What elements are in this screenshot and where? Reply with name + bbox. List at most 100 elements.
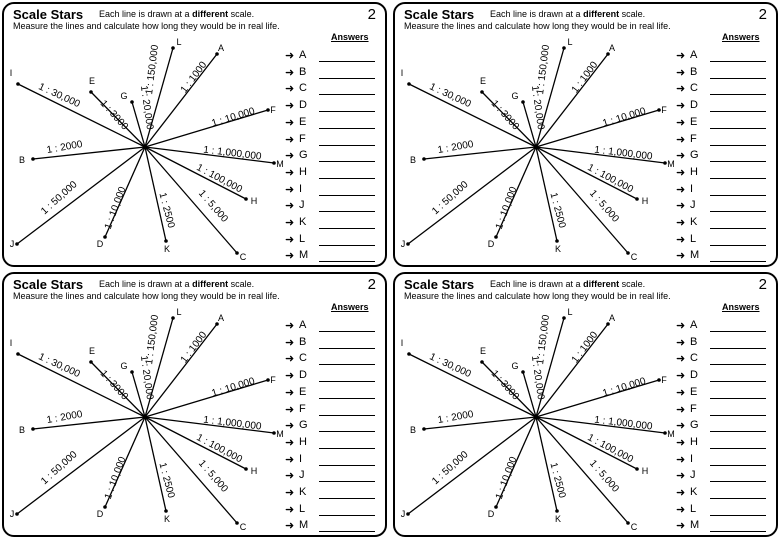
arrow-right-icon: ➜ — [285, 116, 295, 129]
answer-blank[interactable] — [710, 77, 766, 79]
arrow-right-icon: ➜ — [285, 470, 295, 483]
line-letter-l: L — [567, 307, 572, 317]
line-letter-j: J — [401, 239, 406, 249]
answer-blank[interactable] — [319, 331, 375, 332]
line-letter-c: C — [240, 522, 247, 532]
line-endpoint-f — [657, 108, 661, 112]
answer-blank[interactable] — [710, 431, 766, 433]
answer-blank[interactable] — [710, 261, 766, 263]
answer-row-m: ➜ M — [676, 519, 771, 535]
line-endpoint-e — [89, 360, 93, 364]
answer-blank[interactable] — [710, 194, 766, 196]
answer-blank[interactable] — [710, 111, 766, 113]
line-endpoint-h — [635, 467, 639, 471]
worksheet-subtitle: Each line is drawn at a different scale. — [490, 279, 646, 289]
worksheet-instructions: Measure the lines and calculate how long… — [404, 21, 671, 31]
answer-blank[interactable] — [319, 111, 375, 113]
answer-blank[interactable] — [319, 177, 375, 179]
star-line-i — [17, 353, 146, 418]
arrow-right-icon: ➜ — [676, 420, 686, 433]
answer-blank[interactable] — [319, 414, 375, 416]
answer-row-e: ➜ E — [285, 116, 380, 132]
answer-blank[interactable] — [319, 514, 375, 516]
answer-blank[interactable] — [710, 228, 766, 229]
line-letter-l: L — [176, 307, 181, 317]
answer-blank[interactable] — [319, 447, 375, 449]
answer-blank[interactable] — [710, 481, 766, 483]
answer-blank[interactable] — [319, 144, 375, 146]
arrow-right-icon: ➜ — [285, 353, 295, 366]
star-line-e — [90, 91, 146, 148]
answer-row-c: ➜ C — [285, 82, 380, 98]
answer-blank[interactable] — [319, 498, 375, 499]
answer-blank[interactable] — [319, 464, 375, 466]
answer-blank[interactable] — [710, 414, 766, 416]
answer-blank[interactable] — [710, 464, 766, 466]
answer-letter: D — [299, 99, 307, 112]
answer-blank[interactable] — [319, 161, 375, 163]
arrow-right-icon: ➜ — [676, 470, 686, 483]
star-line-a — [144, 53, 218, 148]
line-endpoint-j — [406, 512, 410, 516]
line-endpoint-d — [494, 235, 498, 239]
answer-row-b: ➜ B — [676, 336, 771, 352]
answer-blank[interactable] — [710, 244, 766, 246]
answer-blank[interactable] — [319, 211, 375, 213]
answer-blank[interactable] — [710, 161, 766, 163]
answer-blank[interactable] — [319, 127, 375, 129]
answer-blank[interactable] — [319, 364, 375, 366]
answer-letter: C — [690, 82, 698, 95]
answer-blank[interactable] — [319, 431, 375, 433]
answer-blank[interactable] — [319, 397, 375, 399]
answer-letter: J — [690, 469, 696, 482]
arrow-right-icon: ➜ — [676, 200, 686, 213]
answer-blank[interactable] — [710, 447, 766, 449]
line-endpoint-f — [266, 108, 270, 112]
answer-blank[interactable] — [710, 177, 766, 179]
answer-blank[interactable] — [319, 347, 375, 349]
answer-row-a: ➜ A — [676, 49, 771, 65]
answer-blank[interactable] — [319, 61, 375, 62]
line-endpoint-j — [15, 512, 19, 516]
answer-blank[interactable] — [710, 498, 766, 499]
answer-blank[interactable] — [319, 244, 375, 246]
arrow-right-icon: ➜ — [285, 336, 295, 349]
arrow-right-icon: ➜ — [676, 353, 686, 366]
line-letter-m: M — [667, 429, 675, 439]
star-center — [533, 414, 539, 420]
answer-blank[interactable] — [710, 211, 766, 213]
answer-blank[interactable] — [319, 261, 375, 263]
answer-blank[interactable] — [319, 531, 375, 533]
line-endpoint-l — [562, 316, 566, 320]
answer-blank[interactable] — [710, 61, 766, 62]
answer-blank[interactable] — [319, 381, 375, 383]
answer-blank[interactable] — [710, 127, 766, 129]
answer-blank[interactable] — [710, 94, 766, 96]
answer-blank[interactable] — [319, 94, 375, 96]
arrow-right-icon: ➜ — [285, 386, 295, 399]
answer-row-f: ➜ F — [676, 403, 771, 419]
answer-blank[interactable] — [710, 531, 766, 533]
line-endpoint-b — [422, 427, 426, 431]
answer-row-k: ➜ K — [285, 216, 380, 232]
answer-blank[interactable] — [710, 514, 766, 516]
answer-blank[interactable] — [710, 364, 766, 366]
star-line-b — [423, 416, 537, 430]
answer-row-b: ➜ B — [285, 336, 380, 352]
line-endpoint-e — [89, 90, 93, 94]
worksheet-instructions: Measure the lines and calculate how long… — [404, 291, 671, 301]
answer-blank[interactable] — [319, 228, 375, 229]
answer-blank[interactable] — [319, 77, 375, 79]
star-line-f — [144, 379, 269, 418]
answer-row-d: ➜ D — [285, 369, 380, 385]
answer-blank[interactable] — [710, 144, 766, 146]
answer-blank[interactable] — [710, 397, 766, 399]
answer-blank[interactable] — [710, 347, 766, 349]
answer-row-j: ➜ J — [676, 199, 771, 215]
answer-row-g: ➜ G — [676, 419, 771, 435]
answer-blank[interactable] — [710, 381, 766, 383]
answer-blank[interactable] — [319, 481, 375, 483]
answer-blank[interactable] — [710, 331, 766, 332]
line-endpoint-e — [480, 90, 484, 94]
answer-blank[interactable] — [319, 194, 375, 196]
